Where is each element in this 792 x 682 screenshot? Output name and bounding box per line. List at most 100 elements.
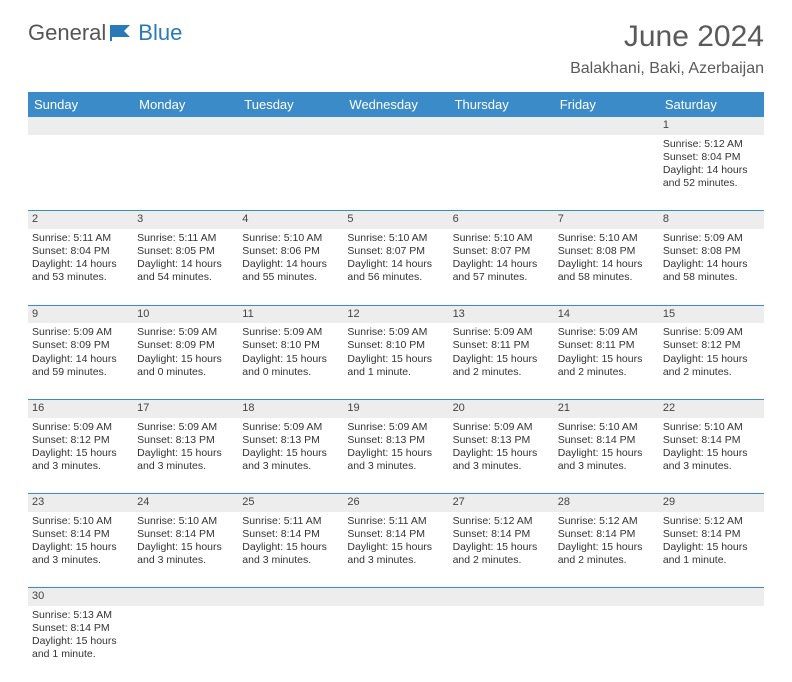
day-sunrise: Sunrise: 5:13 AM	[32, 609, 129, 622]
empty-cell	[343, 606, 448, 682]
day-d1: Daylight: 15 hours	[558, 541, 655, 554]
day-d1: Daylight: 15 hours	[453, 541, 550, 554]
day-sunrise: Sunrise: 5:09 AM	[242, 326, 339, 339]
day-sunrise: Sunrise: 5:09 AM	[663, 326, 760, 339]
day-sunset: Sunset: 8:13 PM	[347, 434, 444, 447]
day-d2: and 3 minutes.	[663, 460, 760, 473]
day-header-row: SundayMondayTuesdayWednesdayThursdayFrid…	[28, 92, 764, 117]
day-number: 19	[343, 399, 448, 417]
day-number: 22	[659, 399, 764, 417]
day-sunrise: Sunrise: 5:10 AM	[453, 232, 550, 245]
day-d1: Daylight: 14 hours	[347, 258, 444, 271]
day-number: 2	[28, 211, 133, 229]
day-d2: and 3 minutes.	[242, 460, 339, 473]
day-sunrise: Sunrise: 5:11 AM	[32, 232, 129, 245]
day-d2: and 55 minutes.	[242, 271, 339, 284]
day-cell: Sunrise: 5:09 AMSunset: 8:13 PMDaylight:…	[449, 418, 554, 494]
day-sunrise: Sunrise: 5:09 AM	[453, 326, 550, 339]
day-number-row: 1	[28, 117, 764, 135]
day-number: 20	[449, 399, 554, 417]
day-d2: and 3 minutes.	[32, 554, 129, 567]
day-sunrise: Sunrise: 5:09 AM	[32, 326, 129, 339]
day-number: 1	[659, 117, 764, 135]
logo-text-1: General	[28, 20, 106, 46]
day-d1: Daylight: 15 hours	[663, 353, 760, 366]
empty-cell	[133, 135, 238, 211]
day-d1: Daylight: 15 hours	[558, 447, 655, 460]
day-d1: Daylight: 15 hours	[453, 447, 550, 460]
day-d2: and 53 minutes.	[32, 271, 129, 284]
day-number	[449, 588, 554, 606]
day-number: 15	[659, 305, 764, 323]
day-sunset: Sunset: 8:08 PM	[558, 245, 655, 258]
day-sunrise: Sunrise: 5:10 AM	[558, 421, 655, 434]
day-cell: Sunrise: 5:10 AMSunset: 8:06 PMDaylight:…	[238, 229, 343, 305]
day-sunset: Sunset: 8:14 PM	[663, 528, 760, 541]
day-sunset: Sunset: 8:12 PM	[32, 434, 129, 447]
day-sunset: Sunset: 8:14 PM	[558, 528, 655, 541]
day-d1: Daylight: 14 hours	[242, 258, 339, 271]
day-cell: Sunrise: 5:09 AMSunset: 8:13 PMDaylight:…	[343, 418, 448, 494]
day-sunrise: Sunrise: 5:09 AM	[242, 421, 339, 434]
day-cell: Sunrise: 5:09 AMSunset: 8:09 PMDaylight:…	[133, 323, 238, 399]
week-row: Sunrise: 5:11 AMSunset: 8:04 PMDaylight:…	[28, 229, 764, 305]
day-cell: Sunrise: 5:13 AMSunset: 8:14 PMDaylight:…	[28, 606, 133, 682]
day-d1: Daylight: 14 hours	[558, 258, 655, 271]
logo-text-2: Blue	[138, 20, 182, 46]
day-number: 6	[449, 211, 554, 229]
day-number	[238, 117, 343, 135]
day-d1: Daylight: 15 hours	[32, 541, 129, 554]
day-number-row: 23242526272829	[28, 494, 764, 512]
day-sunrise: Sunrise: 5:10 AM	[32, 515, 129, 528]
day-sunrise: Sunrise: 5:09 AM	[32, 421, 129, 434]
day-cell: Sunrise: 5:10 AMSunset: 8:14 PMDaylight:…	[659, 418, 764, 494]
day-d1: Daylight: 15 hours	[663, 541, 760, 554]
day-cell: Sunrise: 5:10 AMSunset: 8:07 PMDaylight:…	[449, 229, 554, 305]
day-sunrise: Sunrise: 5:12 AM	[453, 515, 550, 528]
day-number: 18	[238, 399, 343, 417]
day-header: Sunday	[28, 92, 133, 117]
empty-cell	[554, 135, 659, 211]
day-d2: and 2 minutes.	[453, 366, 550, 379]
day-header: Saturday	[659, 92, 764, 117]
logo: General Blue	[28, 20, 182, 46]
day-header: Thursday	[449, 92, 554, 117]
day-number	[449, 117, 554, 135]
day-cell: Sunrise: 5:10 AMSunset: 8:14 PMDaylight:…	[28, 512, 133, 588]
day-sunrise: Sunrise: 5:12 AM	[558, 515, 655, 528]
day-cell: Sunrise: 5:09 AMSunset: 8:12 PMDaylight:…	[28, 418, 133, 494]
day-cell: Sunrise: 5:10 AMSunset: 8:14 PMDaylight:…	[554, 418, 659, 494]
day-header: Tuesday	[238, 92, 343, 117]
day-sunset: Sunset: 8:14 PM	[32, 622, 129, 635]
day-sunrise: Sunrise: 5:09 AM	[137, 421, 234, 434]
day-number	[554, 588, 659, 606]
day-d1: Daylight: 15 hours	[347, 541, 444, 554]
day-d2: and 3 minutes.	[242, 554, 339, 567]
day-number: 4	[238, 211, 343, 229]
day-sunset: Sunset: 8:14 PM	[663, 434, 760, 447]
day-cell: Sunrise: 5:11 AMSunset: 8:04 PMDaylight:…	[28, 229, 133, 305]
day-cell: Sunrise: 5:09 AMSunset: 8:11 PMDaylight:…	[554, 323, 659, 399]
day-d1: Daylight: 14 hours	[453, 258, 550, 271]
day-sunrise: Sunrise: 5:11 AM	[347, 515, 444, 528]
day-d2: and 3 minutes.	[347, 554, 444, 567]
day-sunset: Sunset: 8:12 PM	[663, 339, 760, 352]
week-row: Sunrise: 5:13 AMSunset: 8:14 PMDaylight:…	[28, 606, 764, 682]
day-d2: and 3 minutes.	[453, 460, 550, 473]
day-d1: Daylight: 15 hours	[347, 353, 444, 366]
day-number	[659, 588, 764, 606]
day-number: 3	[133, 211, 238, 229]
day-cell: Sunrise: 5:09 AMSunset: 8:10 PMDaylight:…	[343, 323, 448, 399]
day-cell: Sunrise: 5:09 AMSunset: 8:10 PMDaylight:…	[238, 323, 343, 399]
day-sunset: Sunset: 8:14 PM	[347, 528, 444, 541]
day-sunrise: Sunrise: 5:09 AM	[558, 326, 655, 339]
week-row: Sunrise: 5:10 AMSunset: 8:14 PMDaylight:…	[28, 512, 764, 588]
day-header: Wednesday	[343, 92, 448, 117]
day-sunset: Sunset: 8:11 PM	[453, 339, 550, 352]
day-d1: Daylight: 15 hours	[558, 353, 655, 366]
day-sunrise: Sunrise: 5:09 AM	[137, 326, 234, 339]
day-number: 16	[28, 399, 133, 417]
day-number: 29	[659, 494, 764, 512]
day-number: 11	[238, 305, 343, 323]
day-number: 14	[554, 305, 659, 323]
